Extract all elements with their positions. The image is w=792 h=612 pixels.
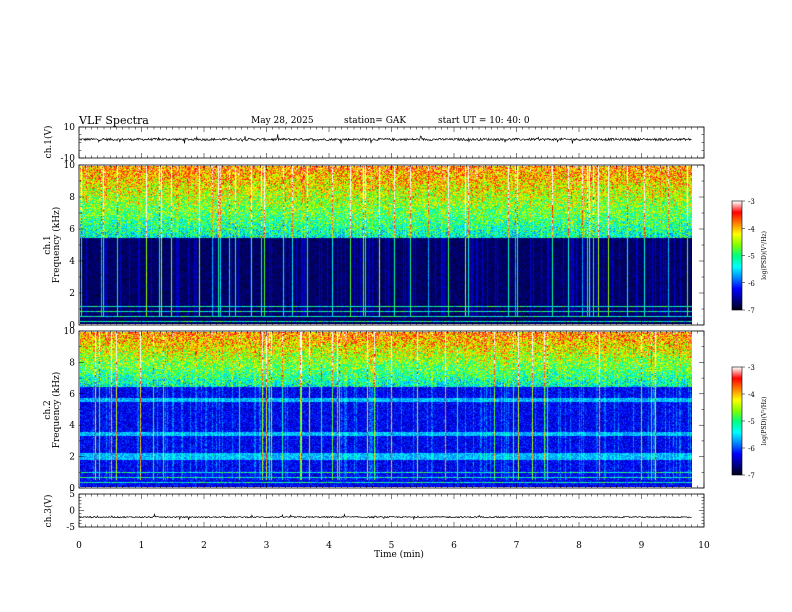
ch1-colorbar-label: log(PSD)(V²/Hz) [761, 231, 768, 280]
y-tick-label: 6 [69, 225, 75, 235]
colorbar-tick-label: -4 [748, 225, 755, 233]
ch1-spectrogram-ylabel-channel: ch.1 [43, 235, 53, 254]
colorbar-tick-label: -6 [748, 445, 755, 453]
ch1-spectrogram-ylabel-freq: Frequency (kHz) [51, 207, 62, 284]
x-tick-label: 1 [139, 541, 145, 551]
colorbar-tick-label: -3 [748, 364, 755, 372]
y-tick-label: 8 [69, 358, 75, 368]
x-tick-label: 4 [326, 541, 332, 551]
colorbar-tick-label: -7 [748, 307, 755, 315]
ch1-colorbar [732, 201, 742, 310]
y-tick-label: 10 [64, 327, 76, 337]
y-tick-label: 10 [64, 161, 76, 171]
x-axis-label: Time (min) [374, 549, 424, 560]
x-tick-label: 9 [639, 541, 645, 551]
x-tick-label: 6 [451, 541, 457, 551]
x-tick-label: 7 [514, 541, 520, 551]
y-tick-label: 0 [69, 507, 75, 517]
y-tick-label: 4 [69, 421, 75, 431]
date-label: May 28, 2025 [251, 116, 314, 126]
x-tick-label: 2 [201, 541, 207, 551]
figure-title: VLF Spectra [78, 114, 149, 127]
start-time-label: start UT = 10: 40: 0 [438, 116, 530, 126]
colorbar-tick-label: -6 [748, 280, 755, 288]
x-tick-label: 8 [576, 541, 582, 551]
y-tick-label: 10 [64, 123, 76, 133]
x-tick-label: 3 [264, 541, 270, 551]
y-tick-label: 5 [69, 490, 75, 500]
ch1-waveform-ylabel: ch.1(V) [43, 126, 54, 159]
y-tick-label: 4 [69, 257, 75, 267]
ch1-waveform-trace [78, 134, 692, 144]
colorbar-tick-label: -5 [748, 253, 755, 261]
ch2-spectrogram [80, 332, 692, 487]
x-tick-label: 5 [389, 541, 395, 551]
station-label: station= GAK [344, 116, 406, 126]
ch3-waveform-ylabel: ch.3(V) [43, 495, 54, 528]
y-tick-label: 6 [69, 390, 75, 400]
y-tick-label: -5 [66, 523, 75, 533]
y-tick-label: 0 [69, 484, 75, 494]
ch3-waveform-trace [78, 512, 692, 521]
y-tick-label: 8 [69, 193, 75, 203]
colorbar-tick-label: -5 [748, 418, 755, 426]
colorbar-tick-label: -7 [748, 472, 755, 480]
ch2-spectrogram-ylabel-freq: Frequency (kHz) [51, 372, 62, 449]
y-tick-label: 2 [69, 453, 75, 463]
ch2-colorbar-label: log(PSD)(V²/Hz) [761, 397, 768, 446]
colorbar-tick-label: -3 [748, 198, 755, 206]
colorbar-tick-label: -4 [748, 391, 755, 399]
ch1-spectrogram [80, 166, 692, 324]
y-tick-label: -10 [61, 154, 76, 164]
x-tick-label: 10 [698, 541, 710, 551]
ch2-colorbar [732, 367, 742, 475]
y-tick-label: 0 [69, 321, 75, 331]
ch2-spectrogram-ylabel-channel: ch.2 [43, 400, 53, 419]
x-tick-label: 0 [76, 541, 82, 551]
y-tick-label: 2 [69, 289, 75, 299]
